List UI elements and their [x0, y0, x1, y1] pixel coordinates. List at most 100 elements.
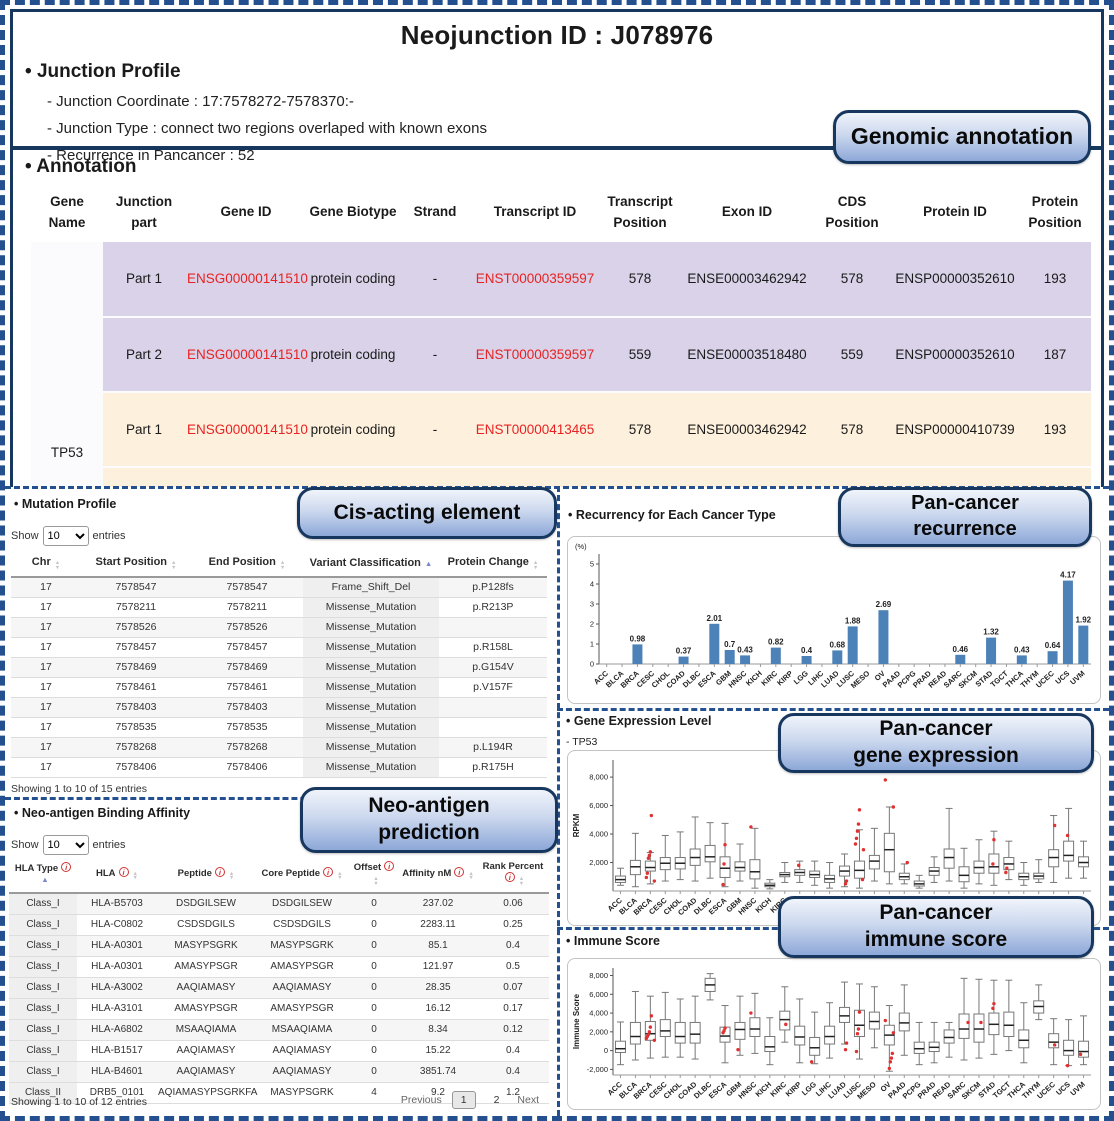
cell: Class_I [9, 998, 77, 1020]
svg-text:UVM: UVM [1068, 1080, 1086, 1098]
ensembl-link[interactable]: ENST00000359597 [475, 346, 595, 362]
column-header: Junction part [115, 194, 173, 230]
info-icon[interactable]: i [61, 862, 72, 872]
previous-button[interactable]: Previous [400, 1094, 442, 1106]
column-header[interactable]: Rank Percenti ▲ ▼ [477, 855, 549, 894]
cell: AAQIAMASY [255, 1040, 349, 1062]
table-row: 17 7578547 7578547 Frame_Shift_Del p.P128fs [11, 577, 547, 598]
column-header[interactable]: Protein Change ▲ ▼ [439, 550, 547, 578]
cell: 7578403 [191, 697, 303, 718]
column-header[interactable]: Affinity nM i ▲ ▼ [399, 855, 477, 894]
cell: MASYPSGRK [255, 935, 349, 957]
column-header[interactable]: Variant Classification ▲ [303, 550, 439, 578]
sort-icon: ▲ ▼ [132, 870, 138, 881]
info-icon[interactable]: i [118, 866, 129, 877]
cell: Class_II [9, 1082, 77, 1104]
mutation-table-info: Showing 1 to 10 of 15 entries [11, 783, 148, 795]
info-icon[interactable]: i [454, 866, 465, 877]
cell: ENST00000359597 [471, 241, 599, 318]
cell: 0 [349, 998, 399, 1020]
next-button[interactable]: Next [517, 1094, 539, 1106]
cell: Missense_Mutation [303, 657, 439, 678]
column-header[interactable]: HLA Type i▲ [9, 855, 77, 894]
cell: 578 [599, 391, 681, 468]
table-row: 17 7578268 7578268 Missense_Mutation p.L194R [11, 737, 547, 758]
column-header[interactable]: HLA i ▲ ▼ [77, 855, 157, 894]
ensembl-link[interactable]: ENSG00000141510 [187, 421, 308, 437]
cell: Frame_Shift_Del [303, 577, 439, 598]
cell: DRB5_0101 [77, 1082, 157, 1104]
column-header[interactable]: Core Peptide i ▲ ▼ [255, 855, 349, 894]
column-header: Exon ID [721, 204, 773, 220]
svg-text:0.7: 0.7 [724, 640, 736, 649]
callout-pan-cancer-gene-expression: Pan-cancer gene expression [778, 713, 1094, 773]
cell: protein coding [307, 241, 399, 318]
cell: Missense_Mutation [303, 637, 439, 658]
cell: 0 [349, 956, 399, 978]
cell: ENSP00000410739 [891, 391, 1019, 468]
mutation-page-size-select[interactable]: 10 [42, 526, 89, 546]
column-header: Strand [413, 204, 457, 220]
ensembl-link[interactable]: ENSG00000141510 [187, 271, 308, 287]
ensembl-link[interactable]: ENSG00000141510 [187, 346, 308, 362]
cell: - [399, 391, 471, 468]
cell: p.V157F [439, 677, 547, 698]
svg-text:KIRP: KIRP [775, 669, 794, 688]
cell: 7578268 [81, 737, 191, 758]
cell: 7578535 [191, 717, 303, 738]
column-header[interactable]: Start Position ▲ ▼ [81, 550, 191, 578]
cell: 7578526 [81, 617, 191, 638]
cell: 17 [11, 657, 81, 678]
gene-expression-subtitle: - TP53 [566, 736, 598, 748]
cell: 0.07 [477, 977, 549, 999]
info-icon[interactable]: i [504, 872, 515, 882]
table-row: 17 7578403 7578403 Missense_Mutation [11, 697, 547, 718]
cell: 17 [11, 677, 81, 698]
info-icon[interactable]: i [384, 861, 395, 871]
table-row: Class_II DRB5_0101 AQIAMASYPSGRKFA MASYPSGR… [9, 1082, 549, 1104]
svg-text:1.92: 1.92 [1076, 616, 1092, 625]
column-header[interactable]: Offset i ▲ ▼ [349, 855, 399, 894]
cell: 17 [11, 737, 81, 758]
callout-genomic-annotation: Genomic annotation [833, 110, 1091, 164]
cell: 0.4 [477, 1040, 549, 1062]
svg-text:2,000: 2,000 [589, 858, 608, 867]
info-icon[interactable]: i [214, 866, 225, 877]
cell: p.P128fs [439, 577, 547, 598]
cell: 17 [11, 697, 81, 718]
recurrence-chart-heading: Recurrency for Each Cancer Type [568, 508, 776, 522]
svg-text:8,000: 8,000 [589, 971, 608, 980]
ensembl-link[interactable]: ENST00000359597 [475, 271, 595, 287]
sort-asc-icon: ▲ [41, 875, 49, 884]
cell: 7578547 [81, 577, 191, 598]
cell: 7578457 [191, 637, 303, 658]
cell: 0 [349, 914, 399, 936]
svg-text:4.17: 4.17 [1060, 571, 1076, 580]
neoantigen-heading: Neo-antigen Binding Affinity [14, 806, 190, 820]
table-row: 17 7578211 7578211 Missense_Mutation p.R213P [11, 597, 547, 618]
svg-text:6,000: 6,000 [589, 990, 608, 999]
ensembl-link[interactable]: ENST00000413465 [475, 421, 595, 437]
cell: 2283.11 [399, 914, 477, 936]
cell: AAQIAMASY [157, 977, 255, 999]
cell: ENSG00000141510 [185, 466, 307, 487]
neoantigen-page-size-select[interactable]: 10 [42, 835, 89, 855]
cell: AMASYPSGR [255, 956, 349, 978]
junction-coordinate-line: - Junction Coordinate : 17:7578272-75783… [47, 93, 354, 110]
cell: 85.1 [399, 935, 477, 957]
column-header: Transcript ID [493, 204, 577, 220]
page-2-button[interactable]: 2 [493, 1094, 500, 1106]
cell: HLA-A0301 [77, 956, 157, 978]
column-header[interactable]: Peptide i ▲ ▼ [157, 855, 255, 894]
cell: 0 [349, 893, 399, 915]
page-1-button[interactable]: 1 [451, 1091, 476, 1109]
cell: 7578535 [81, 717, 191, 738]
cell: 7578406 [81, 757, 191, 778]
info-icon[interactable]: i [323, 866, 334, 877]
column-header[interactable]: Chr ▲ ▼ [11, 550, 81, 578]
column-header[interactable]: End Position ▲ ▼ [191, 550, 303, 578]
svg-text:1.32: 1.32 [983, 628, 999, 637]
column-header: Protein ID [923, 204, 987, 220]
cell: protein coding [307, 316, 399, 393]
svg-text:3: 3 [590, 600, 594, 609]
